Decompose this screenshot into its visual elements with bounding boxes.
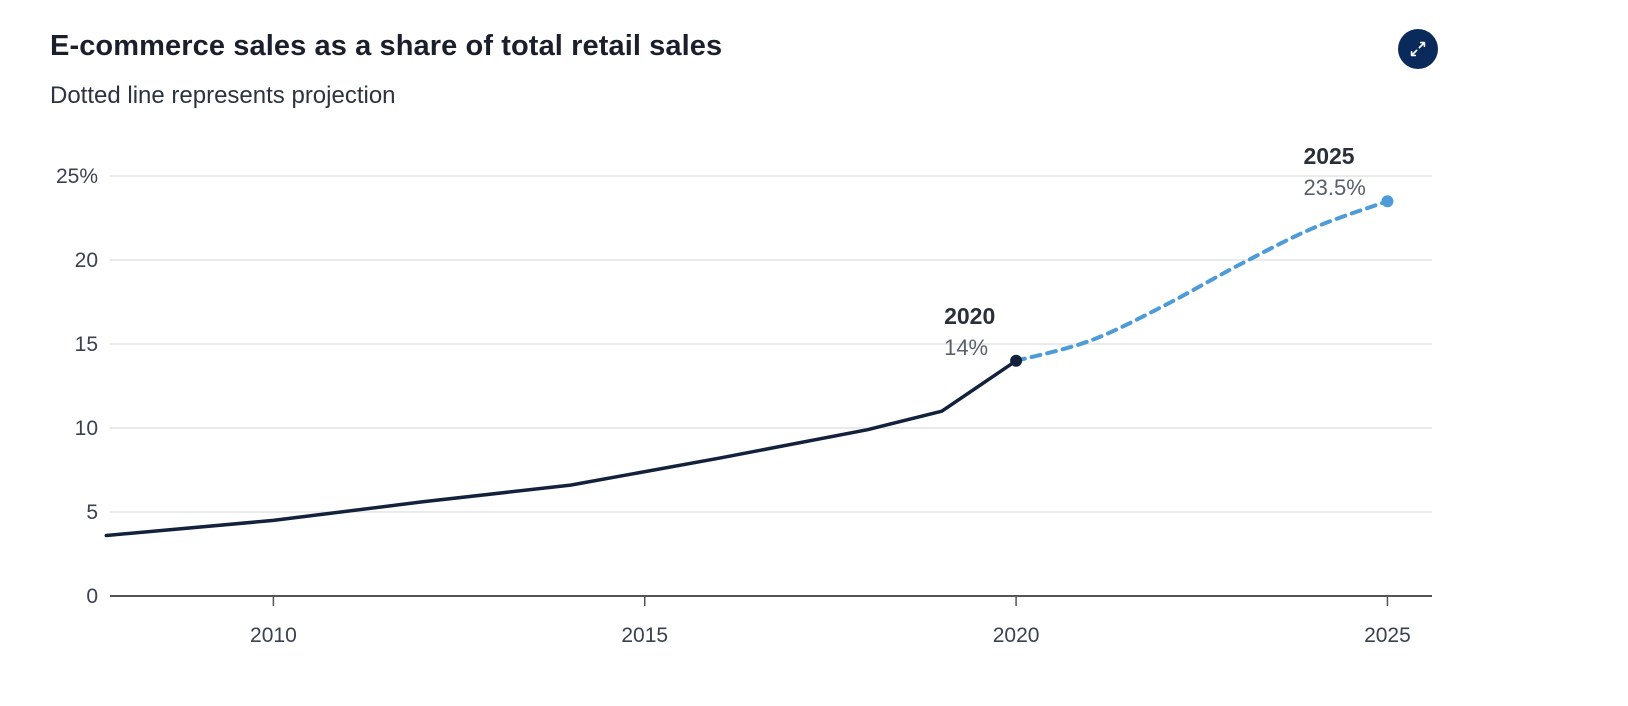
- x-tick-label: 2025: [1364, 624, 1411, 647]
- y-tick-label: 5: [86, 501, 98, 524]
- x-axis-labels: 2010 2015 2020 2025: [250, 624, 1411, 647]
- chart-subtitle: Dotted line represents projection: [50, 82, 396, 109]
- annotation-value: 14%: [944, 335, 988, 360]
- y-tick-label: 20: [75, 249, 98, 272]
- annotation-year: 2020: [944, 303, 995, 329]
- x-tick-label: 2015: [621, 624, 668, 647]
- y-tick-label: 25%: [56, 165, 98, 188]
- chart-title: E-commerce sales as a share of total ret…: [50, 30, 723, 62]
- y-tick-label: 0: [86, 585, 98, 608]
- y-tick-label: 10: [75, 417, 98, 440]
- projection-line: [1014, 199, 1390, 363]
- x-axis: [110, 595, 1432, 606]
- data-point-marker: [1010, 354, 1023, 367]
- annotation-value: 23.5%: [1303, 175, 1365, 200]
- y-axis-labels: 0 5 10 15 20 25%: [56, 165, 98, 608]
- annotation-year: 2025: [1303, 143, 1354, 169]
- annotation-layer: 2020 14% 2025 23.5%: [944, 143, 1394, 367]
- expand-button[interactable]: [1398, 29, 1438, 69]
- series-layer: [104, 199, 1390, 538]
- expand-arrows-icon: [1410, 41, 1426, 57]
- x-tick-label: 2010: [250, 624, 297, 647]
- actual-line: [104, 359, 1018, 538]
- x-tick-label: 2020: [993, 624, 1040, 647]
- y-tick-label: 15: [75, 333, 98, 356]
- grid-layer: [110, 175, 1432, 513]
- data-point-marker: [1381, 195, 1394, 208]
